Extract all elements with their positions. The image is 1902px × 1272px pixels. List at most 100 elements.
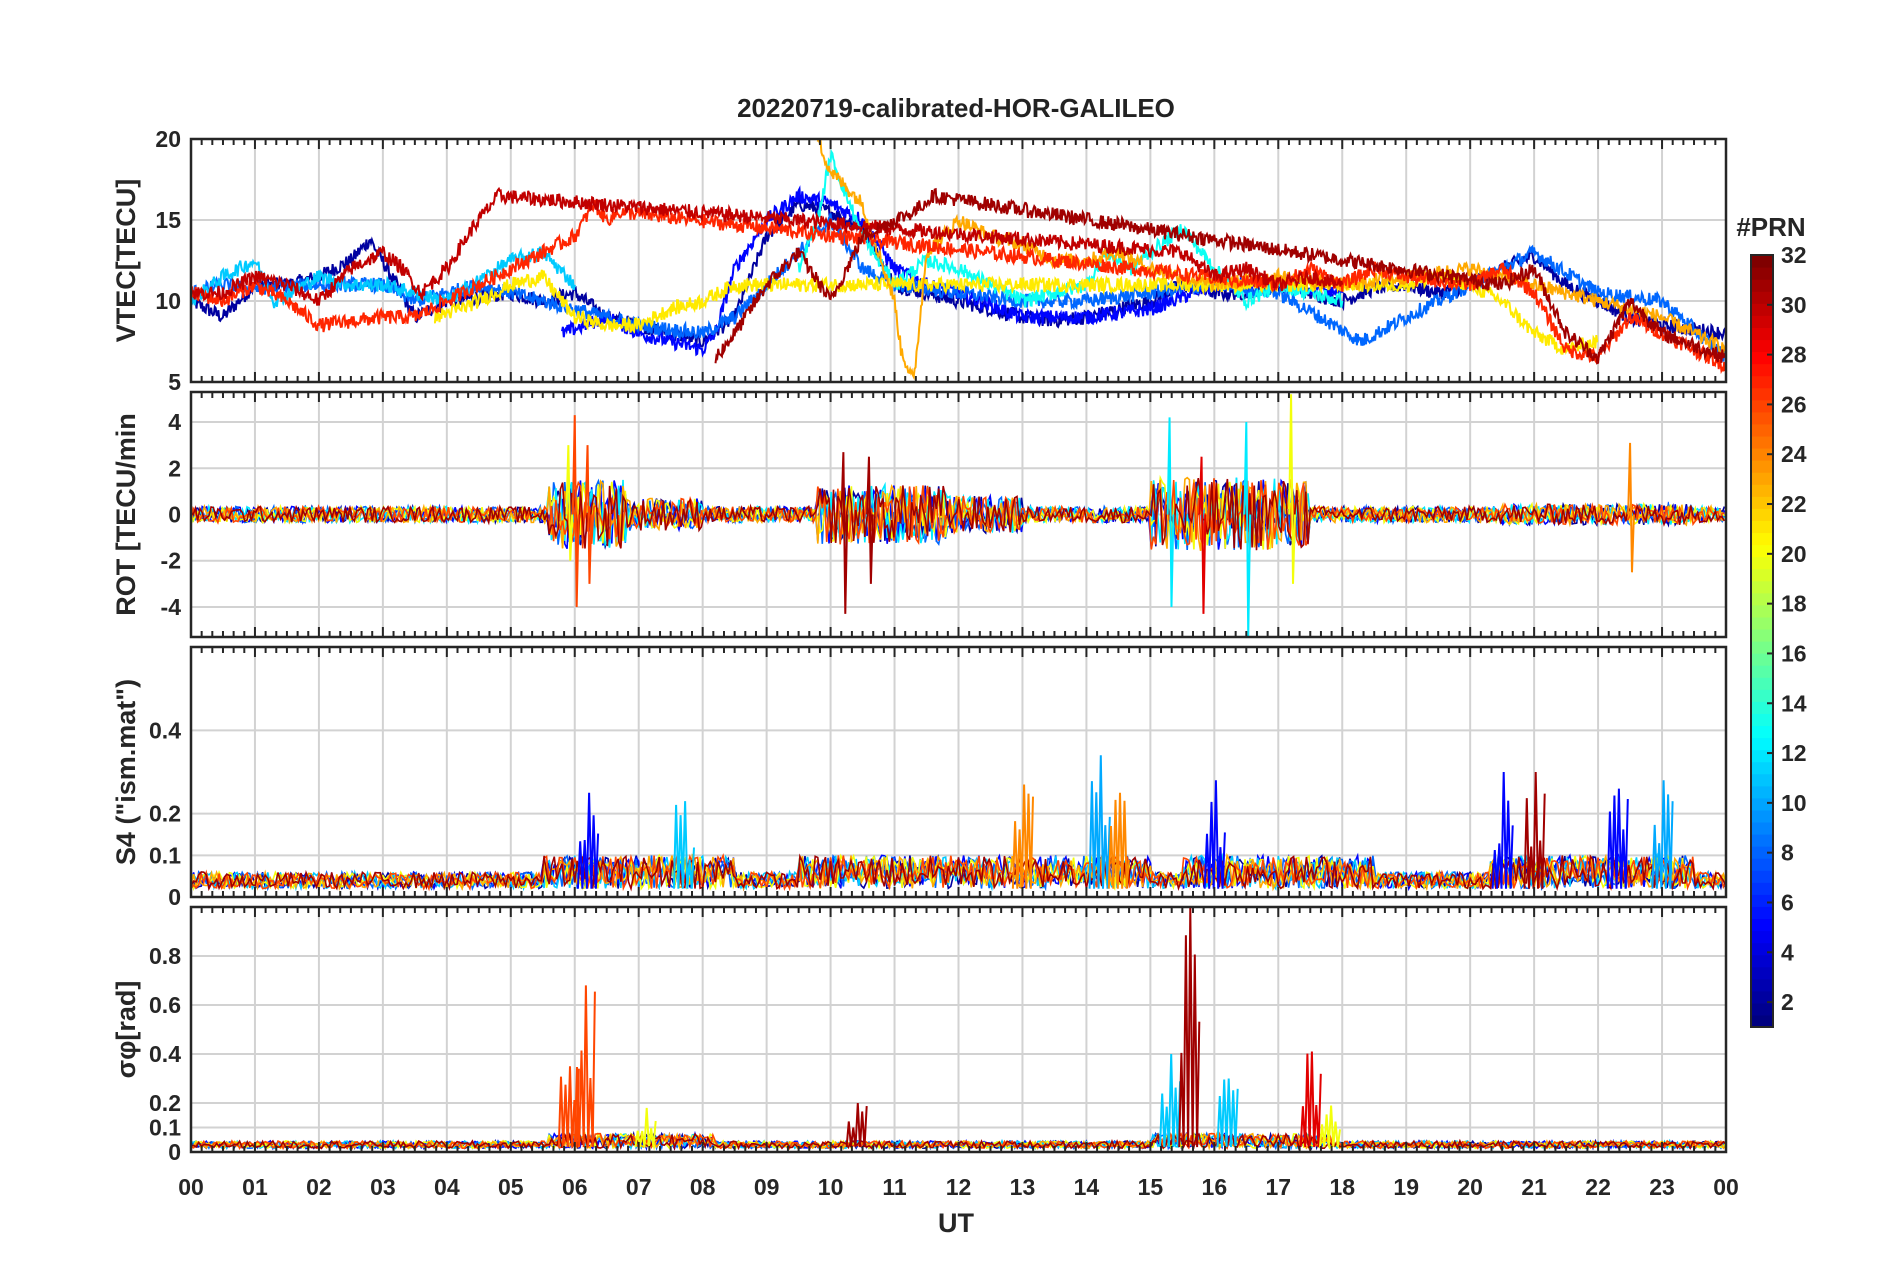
x-tick-label: 13 [1010,1174,1036,1200]
colorbar-segment [1751,797,1773,811]
colorbar-segment [1751,291,1773,304]
colorbar-segment [1751,641,1773,654]
colorbar-segment [1751,339,1773,353]
s4-series-prn-31 [191,853,1726,892]
y-tick-label: 0 [168,884,181,910]
s4-spike [576,792,600,889]
s4-spike [672,801,695,889]
colorbar-segment [1751,435,1773,449]
colorbar-segment [1751,399,1773,413]
colorbar-segment [1751,496,1773,509]
colorbar-tick-label: 6 [1781,889,1794,915]
s4-spike [1523,771,1546,889]
series-group [191,755,1726,892]
s4-spike [1107,792,1130,889]
axes-frame [189,905,1728,1154]
colorbar-tick-label: 26 [1781,391,1807,417]
series-group [191,139,1726,381]
sigma_phi-spike [1299,1051,1322,1148]
colorbar-tick-label: 2 [1781,989,1794,1015]
colorbar-segment [1751,508,1773,521]
colorbar-segment [1751,821,1773,835]
colorbar-segment [1751,484,1773,497]
y-tick-label: 0 [168,502,181,528]
y-tick-label: 20 [155,126,181,152]
sigma_phi-spike [634,1107,657,1148]
colorbar-segment [1751,423,1773,437]
colorbar-segment [1751,713,1773,727]
x-tick-label: 03 [370,1174,396,1200]
colorbar-segment [1751,628,1773,642]
y-tick-label: -4 [161,594,182,620]
colorbar-segment [1751,653,1773,666]
s4-spike [1011,784,1034,889]
colorbar-segment [1751,834,1773,847]
x-tick-label: 10 [818,1174,844,1200]
colorbar-tick-label: 4 [1781,939,1794,965]
y-tick-label: 0.4 [149,717,181,743]
x-tick-label: 23 [1649,1174,1675,1200]
colorbar-segment [1751,363,1773,377]
rot-series-prn-26 [191,478,1725,550]
colorbar-segment [1751,556,1773,570]
s4-spike [1651,780,1674,889]
colorbar-tick-label: 20 [1781,541,1807,567]
colorbar-segment [1751,906,1773,920]
rot-spike [1166,417,1175,607]
y-tick-label: 5 [168,369,181,395]
x-tick-label: 15 [1138,1174,1164,1200]
colorbar-segment [1751,966,1773,980]
x-tick-label: 06 [562,1174,588,1200]
colorbar-segment [1751,761,1773,775]
colorbar-segment [1751,749,1773,763]
s4-spike [1606,788,1629,889]
panel-rot: -4 -2 0 2 4 ROT [TECU/min [111,390,1728,639]
x-tick-label: 07 [626,1174,652,1200]
colorbar-segment [1751,1014,1773,1028]
rot-spike [565,445,574,561]
rot-spike [584,445,593,584]
colorbar-segment [1751,785,1773,799]
colorbar-tick-label: 8 [1781,840,1794,866]
y-axis-label-s4: S4 ("ism.mat") [111,679,141,865]
axes-frame [189,645,1728,899]
colorbar-label: #PRN [1736,212,1805,242]
colorbar-segment [1751,279,1773,292]
x-tick-label: 17 [1265,1174,1291,1200]
x-tick-label: 14 [1074,1174,1100,1200]
colorbar-segment [1751,387,1773,401]
sigma_phi-spike [1178,907,1201,1148]
colorbar-tick-label: 24 [1781,441,1807,467]
x-axis-label: UT [938,1208,974,1238]
x-tick-label: 02 [306,1174,332,1200]
y-tick-label: 0 [168,1139,181,1165]
rot-spike [1627,442,1635,573]
s4-spike [1491,771,1514,889]
s4-series-prn-23 [191,852,1726,892]
x-tick-label: 16 [1202,1174,1228,1200]
x-tick-label: 19 [1393,1174,1419,1200]
colorbar-segment [1751,809,1773,823]
colorbar-segment [1751,315,1773,328]
y-tick-label: 0.1 [149,1115,181,1141]
colorbar-segment [1751,882,1773,895]
rot-spike [840,452,849,614]
colorbar-segment [1751,870,1773,883]
x-tick-label: 08 [690,1174,716,1200]
x-tick-label: 00 [1713,1174,1739,1200]
x-tick-label: 18 [1329,1174,1355,1200]
y-tick-label: 0.4 [149,1041,181,1067]
sigma_phi-spike [1216,1078,1239,1148]
colorbar-segment [1751,375,1773,389]
y-tick-label: 2 [168,455,181,481]
colorbar-segment [1751,701,1773,714]
colorbar-segment [1751,604,1773,618]
colorbar-segment [1751,351,1773,365]
y-tick-label: 4 [168,409,181,435]
x-tick-label: 05 [498,1174,524,1200]
rot-spike [571,415,580,607]
series-prn-31 [714,187,1726,365]
